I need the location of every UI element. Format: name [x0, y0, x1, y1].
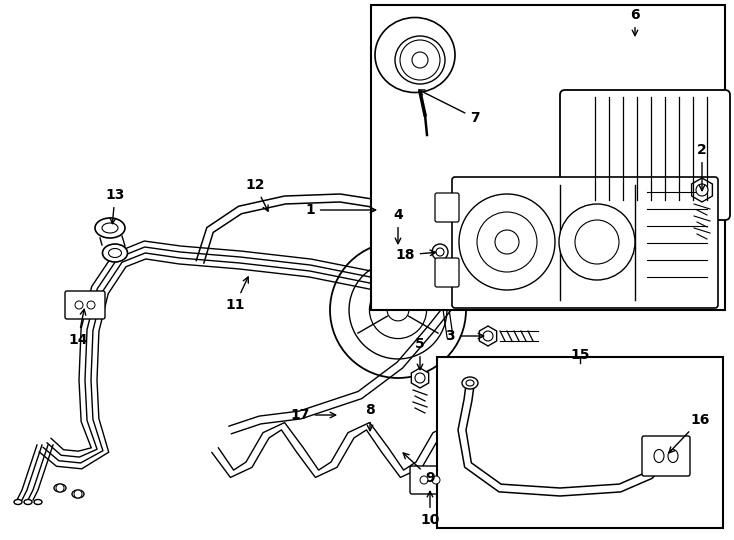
Ellipse shape: [654, 449, 664, 462]
Circle shape: [459, 194, 555, 290]
FancyBboxPatch shape: [65, 291, 105, 319]
Text: 7: 7: [419, 90, 480, 125]
Ellipse shape: [462, 377, 478, 389]
Ellipse shape: [613, 428, 627, 438]
Text: 17: 17: [291, 408, 335, 422]
Text: 14: 14: [68, 309, 88, 347]
Ellipse shape: [568, 243, 618, 271]
Ellipse shape: [375, 17, 455, 92]
Ellipse shape: [395, 36, 445, 84]
Text: 11: 11: [225, 277, 248, 312]
Circle shape: [56, 484, 64, 492]
Text: 10: 10: [421, 491, 440, 527]
Circle shape: [74, 490, 82, 498]
Text: 4: 4: [393, 208, 403, 244]
Circle shape: [75, 301, 83, 309]
Text: 16: 16: [669, 413, 710, 453]
Circle shape: [436, 248, 444, 256]
FancyBboxPatch shape: [452, 177, 718, 308]
Text: 8: 8: [365, 403, 375, 431]
Circle shape: [369, 281, 426, 339]
FancyBboxPatch shape: [435, 193, 459, 222]
Text: 12: 12: [245, 178, 268, 211]
Ellipse shape: [103, 244, 128, 262]
Ellipse shape: [466, 380, 474, 386]
Ellipse shape: [613, 446, 627, 456]
Text: 2: 2: [697, 143, 707, 191]
Polygon shape: [560, 215, 625, 260]
Text: 15: 15: [570, 348, 589, 362]
Circle shape: [87, 301, 95, 309]
Circle shape: [415, 373, 425, 383]
Text: 5: 5: [415, 337, 425, 370]
Ellipse shape: [24, 500, 32, 504]
Ellipse shape: [102, 223, 118, 233]
Text: 9: 9: [403, 453, 435, 485]
Ellipse shape: [54, 484, 66, 492]
Circle shape: [412, 52, 428, 68]
Ellipse shape: [668, 449, 678, 462]
Circle shape: [696, 184, 708, 196]
Circle shape: [349, 261, 447, 359]
Circle shape: [432, 476, 440, 484]
Ellipse shape: [574, 247, 612, 267]
Text: 3: 3: [446, 329, 484, 343]
Circle shape: [559, 204, 635, 280]
FancyBboxPatch shape: [410, 466, 450, 494]
Ellipse shape: [109, 248, 122, 258]
Circle shape: [575, 220, 619, 264]
Circle shape: [477, 212, 537, 272]
Circle shape: [420, 476, 428, 484]
Ellipse shape: [14, 500, 22, 504]
Text: 1: 1: [305, 203, 376, 217]
Circle shape: [432, 244, 448, 260]
Ellipse shape: [72, 490, 84, 498]
Circle shape: [387, 299, 409, 321]
FancyBboxPatch shape: [560, 90, 730, 220]
Text: 18: 18: [395, 248, 436, 262]
Ellipse shape: [95, 218, 125, 238]
Bar: [371, 5, 725, 310]
Circle shape: [330, 242, 466, 378]
Text: 6: 6: [631, 8, 640, 36]
Bar: [437, 357, 723, 528]
Ellipse shape: [34, 500, 42, 504]
Text: 13: 13: [105, 188, 125, 224]
Circle shape: [400, 40, 440, 80]
Circle shape: [483, 331, 493, 341]
Circle shape: [495, 230, 519, 254]
FancyBboxPatch shape: [435, 258, 459, 287]
FancyBboxPatch shape: [642, 436, 690, 476]
